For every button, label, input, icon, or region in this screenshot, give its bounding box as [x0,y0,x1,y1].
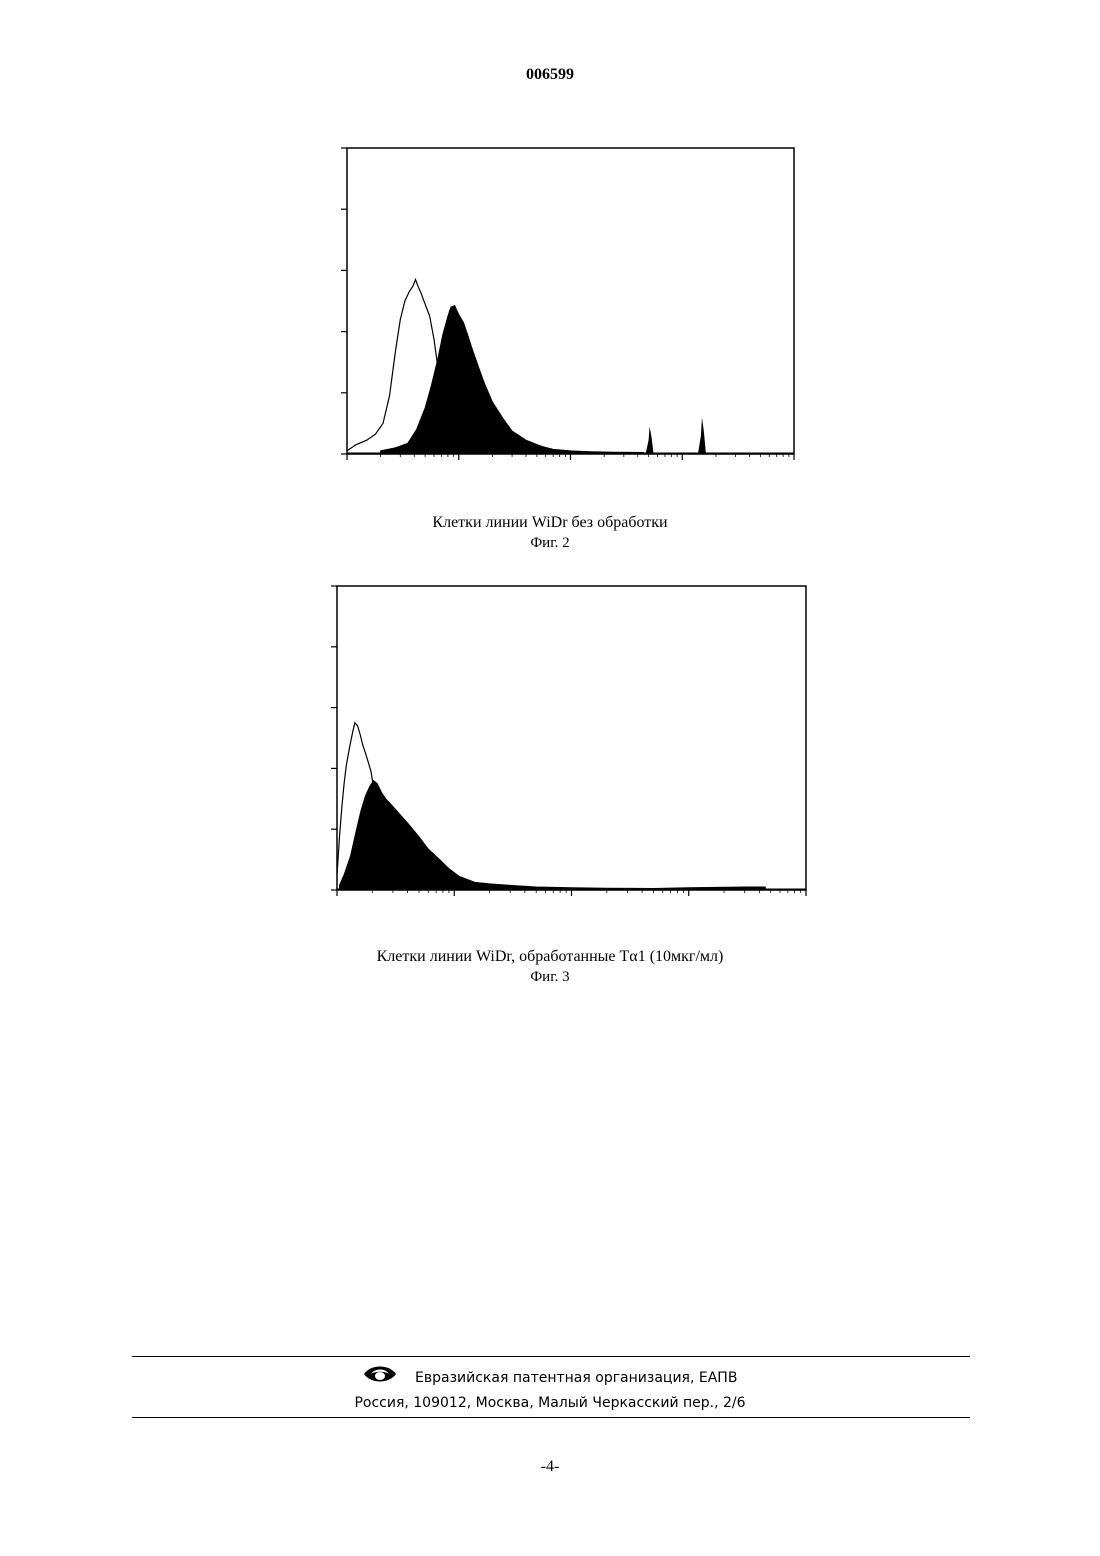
figure-3-caption: Клетки линии WiDr, обработанные Tα1 (10м… [0,946,1100,967]
filled-histogram-series [381,306,644,454]
document-number: 006599 [0,66,1100,84]
histogram-peak [698,417,706,454]
footer-bottom-rule [132,1417,970,1418]
figure-2-caption: Клетки линии WiDr без обработки [0,512,1100,533]
footer-organization: Евразийская патентная организация, ЕАПВ [415,1370,737,1386]
figure-3-label: Фиг. 3 [0,967,1100,988]
figure-3-caption-block: Клетки линии WiDr, обработанные Tα1 (10м… [0,946,1100,988]
eapo-logo-icon [363,1363,397,1389]
footer-address: Россия, 109012, Москва, Малый Черкасский… [0,1395,1100,1411]
figure-2-label: Фиг. 2 [0,533,1100,554]
page-number: -4- [0,1458,1100,1476]
histogram-peak [646,426,654,454]
histogram-chart-fig3 [0,570,1100,940]
filled-histogram-series [340,781,766,890]
histogram-chart-fig2 [0,120,1100,500]
footer-organization-line: Евразийская патентная организация, ЕАПВ [0,1365,1100,1391]
figure-2-caption-block: Клетки линии WiDr без обработки Фиг. 2 [0,512,1100,554]
footer-top-rule [132,1356,970,1357]
plot-frame [347,148,794,454]
